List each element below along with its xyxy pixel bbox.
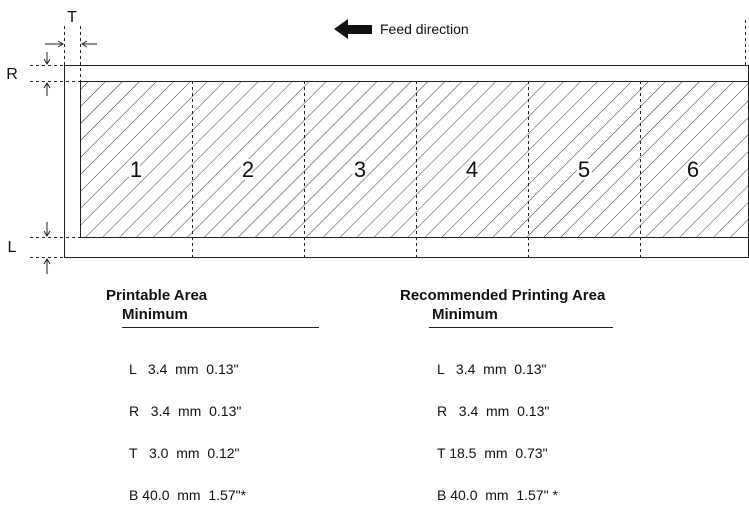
printable-area-title: Printable Area: [106, 287, 208, 304]
l-label: L: [8, 239, 17, 256]
recommended-area-table: Recommended Printing Area Minimum L 3.4 …: [400, 286, 680, 502]
label-number-4: 4: [466, 157, 478, 182]
label-dividers: [192, 20, 746, 257]
t-dimension: [45, 26, 97, 82]
printable-row-r: R 3.4 mm 0.13": [129, 403, 242, 419]
label-number-6: 6: [687, 157, 699, 182]
feed-direction-label: Feed direction: [380, 21, 469, 37]
label-number-2: 2: [242, 157, 254, 182]
r-dimension: [30, 52, 80, 96]
label-number-3: 3: [354, 157, 366, 182]
recommended-row-l: L 3.4 mm 0.13": [437, 361, 547, 377]
feed-direction-arrow-icon: [334, 19, 372, 39]
recommended-row-r: R 3.4 mm 0.13": [437, 403, 550, 419]
t-label: T: [67, 9, 77, 26]
l-dimension: [30, 222, 80, 274]
label-number-5: 5: [578, 157, 590, 182]
label-layout-diagram: 1 2 3 4 5 6 Feed direction T R L: [6, 9, 749, 274]
r-label: R: [6, 66, 18, 83]
printable-area-table: Printable Area Minimum L 3.4 mm 0.13" R …: [106, 286, 326, 502]
recommended-area-title: Recommended Printing Area: [400, 287, 606, 304]
printable-area: [80, 81, 749, 238]
printable-area-rows: L 3.4 mm 0.13" R 3.4 mm 0.13" T 3.0 mm 0…: [129, 334, 246, 530]
printable-area-subtitle: Minimum: [122, 306, 188, 323]
recommended-area-rows: L 3.4 mm 0.13" R 3.4 mm 0.13" T 18.5 mm …: [437, 334, 558, 530]
label-number-1: 1: [130, 157, 142, 182]
printable-area-rule: [122, 327, 319, 328]
printable-row-t: T 3.0 mm 0.12": [129, 445, 240, 461]
recommended-row-b: B 40.0 mm 1.57" *: [437, 487, 558, 503]
recommended-area-subtitle: Minimum: [432, 306, 498, 323]
recommended-row-t: T 18.5 mm 0.73": [437, 445, 548, 461]
printable-row-l: L 3.4 mm 0.13": [129, 361, 239, 377]
printable-row-b: B 40.0 mm 1.57"*: [129, 487, 247, 503]
recommended-area-rule: [429, 327, 613, 328]
